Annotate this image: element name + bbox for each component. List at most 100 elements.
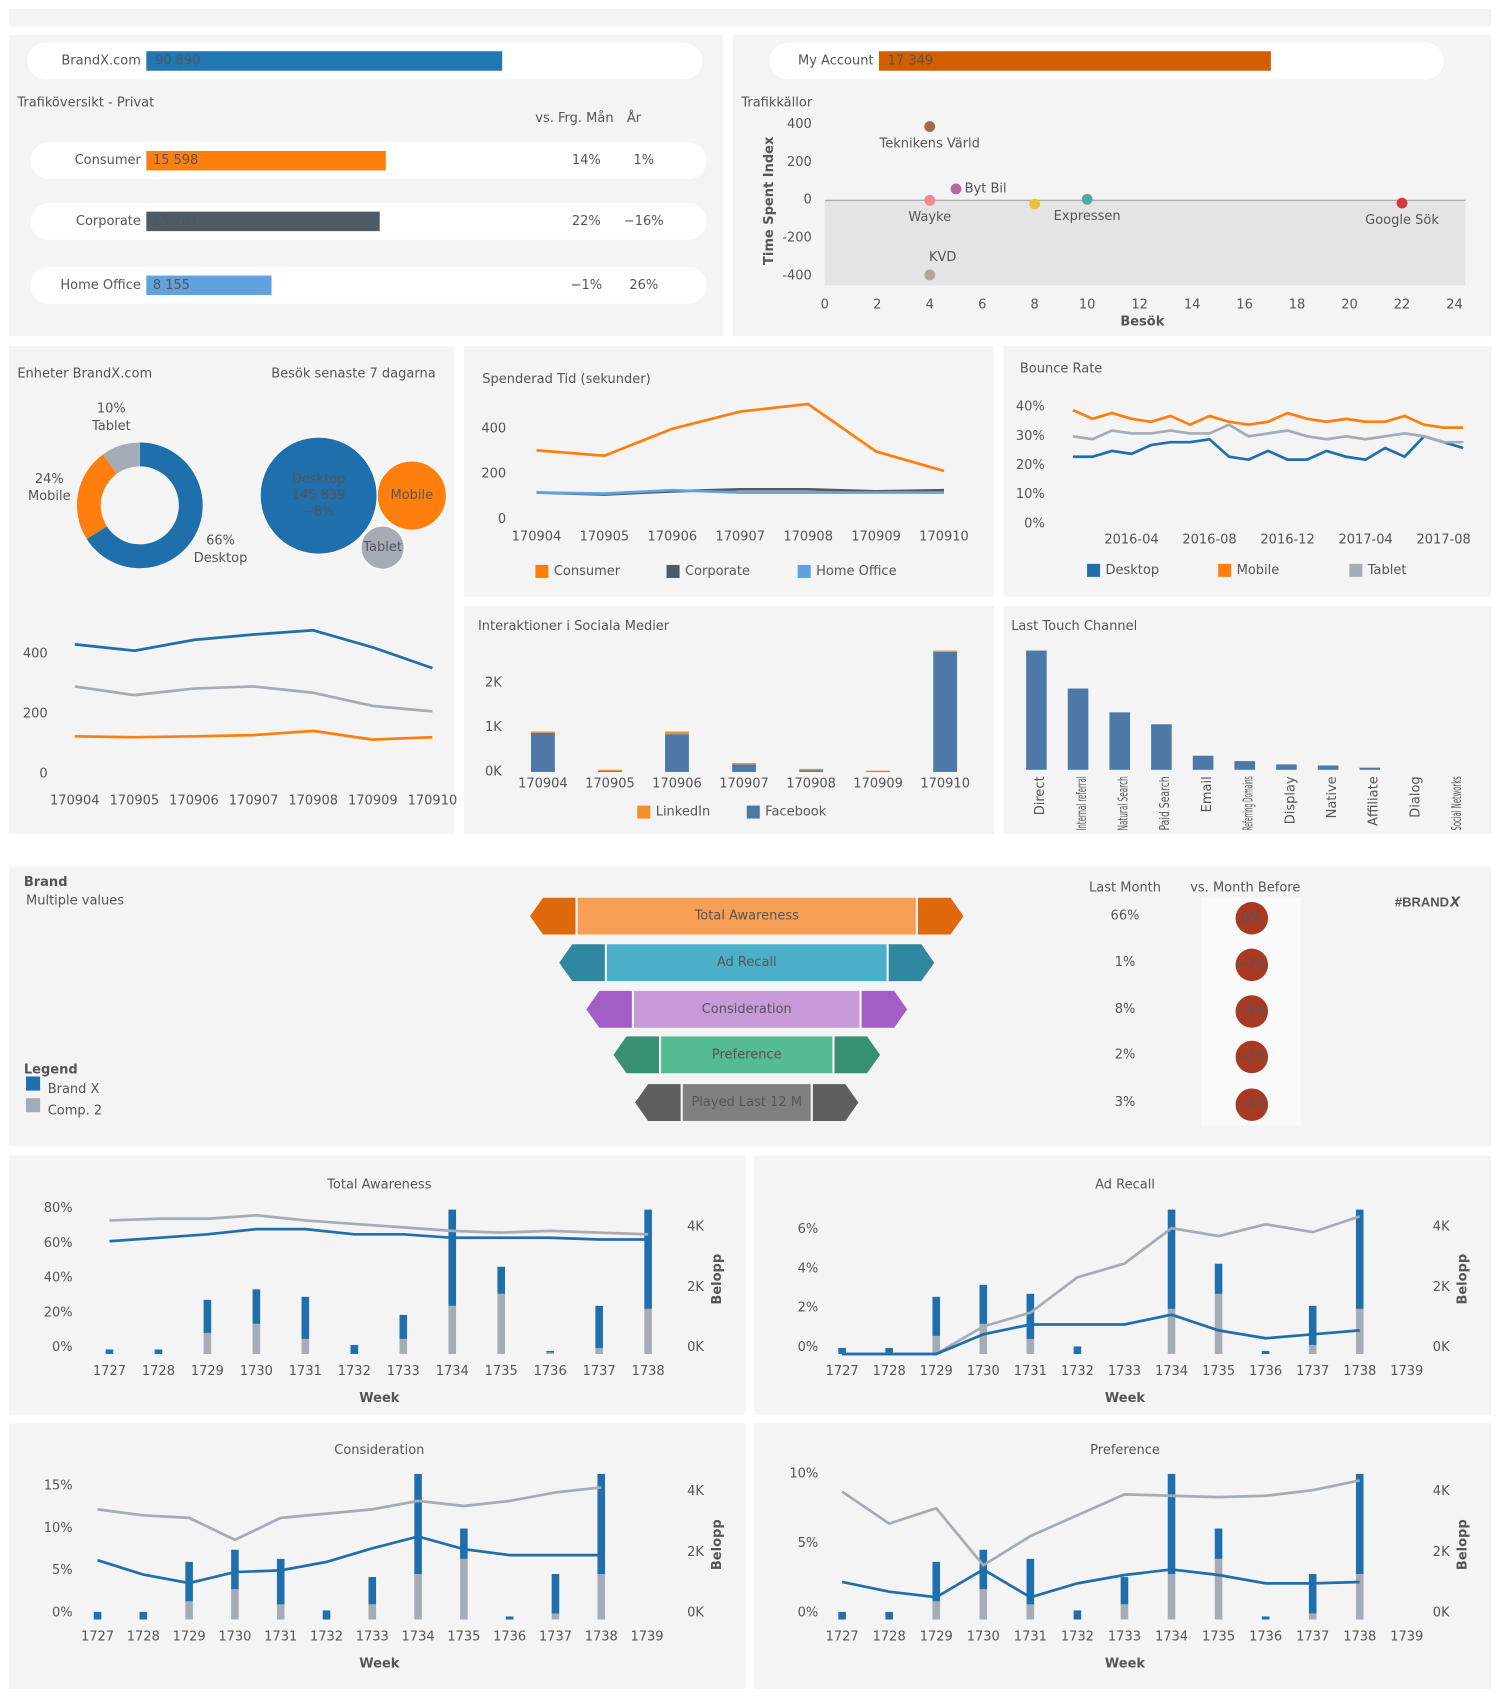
y-tick-label: 0K — [485, 764, 502, 779]
stage-label: Preference — [712, 1047, 782, 1062]
bar-segment — [799, 768, 824, 771]
x-axis-label: Week — [1105, 1656, 1146, 1671]
bar-segment — [185, 1561, 193, 1602]
x-tick-label: 1733 — [1108, 1629, 1141, 1644]
y-tick-label: 1K — [485, 720, 502, 735]
legend-title: Legend — [24, 1063, 78, 1078]
y-tick-label: 6% — [798, 1222, 819, 1237]
slice-label: Mobile — [28, 489, 71, 504]
y-tick-label: 5% — [52, 1563, 73, 1578]
legend-label: Facebook — [765, 805, 827, 820]
x-tick-label: 10 — [1079, 297, 1096, 312]
panel — [8, 1155, 746, 1415]
bar-segment — [1120, 1577, 1129, 1605]
panel — [754, 1423, 1492, 1689]
funnel-stage — [606, 944, 887, 982]
y2-tick-label: 4K — [687, 1220, 704, 1235]
point-label: Wayke — [908, 210, 951, 225]
bar-segment — [185, 1601, 193, 1620]
bar-segment — [1308, 1574, 1317, 1614]
x-tick-label: 1729 — [191, 1364, 224, 1379]
bar-segment — [448, 1305, 457, 1354]
stage-label: Consideration — [702, 1002, 792, 1017]
section-title: Brand — [24, 875, 68, 890]
bar-segment — [932, 1601, 941, 1620]
bar-segment — [932, 1561, 941, 1602]
bar-segment — [979, 1284, 988, 1324]
x-tick-label: 1730 — [240, 1364, 273, 1379]
kpi-bar — [878, 51, 1271, 71]
vs-month: 22% — [572, 214, 601, 229]
bar-segment — [1167, 1473, 1176, 1575]
vs-year: 26% — [629, 278, 658, 293]
bar-segment — [546, 1352, 554, 1354]
line — [842, 1313, 1360, 1356]
x-tick-label: 1736 — [1249, 1629, 1282, 1644]
bar-segment — [665, 731, 689, 735]
x-tick-label: 24 — [1446, 297, 1463, 312]
x-tick-label: Referring Domains — [1242, 776, 1257, 830]
x-axis-label: Week — [359, 1391, 400, 1406]
panel-title: Interaktioner i Sociala Medier — [478, 619, 670, 634]
x-tick-label: 1738 — [1343, 1629, 1376, 1644]
funnel-end — [861, 990, 908, 1028]
y2-axis-label: Belopp — [710, 1519, 725, 1570]
panel-title: Besök senaste 7 dagarna — [271, 367, 435, 382]
y-tick-label: 200 — [481, 467, 506, 482]
x-tick-label: 1732 — [338, 1364, 371, 1379]
bar-segment — [1073, 1610, 1082, 1620]
bar-segment — [932, 1296, 941, 1336]
y-tick-label: 0% — [798, 1606, 819, 1621]
bar-segment — [598, 769, 622, 771]
slice-value: 24% — [35, 472, 64, 487]
bar-segment — [1261, 1350, 1270, 1354]
bar-segment — [1214, 1528, 1223, 1559]
x-tick-label: 1734 — [1155, 1364, 1188, 1379]
change-badge — [1235, 1040, 1269, 1074]
x-tick-label: Display — [1283, 776, 1298, 824]
bar-segment — [551, 1574, 560, 1614]
legend-swatch — [1087, 563, 1101, 577]
bar-segment — [933, 650, 958, 652]
bar-segment — [1308, 1613, 1317, 1620]
funnel-stage — [682, 1084, 811, 1121]
vs-year: 1% — [633, 153, 654, 168]
legend-swatch — [637, 805, 651, 819]
category-label: Home Office — [60, 278, 140, 293]
x-tick-label: 18 — [1289, 297, 1306, 312]
point — [924, 194, 936, 206]
funnel-end — [529, 897, 576, 935]
bar-segment — [933, 651, 958, 772]
bar-segment — [105, 1349, 114, 1354]
funnel-end — [834, 1036, 881, 1074]
bar-segment — [276, 1604, 285, 1620]
legend-swatch — [746, 805, 760, 819]
top-strip — [8, 8, 1492, 27]
x-tick-label: 1737 — [1296, 1364, 1329, 1379]
x-tick-label: 1739 — [1390, 1629, 1423, 1644]
y-tick-label: 200 — [23, 707, 48, 722]
x-tick-label: 1733 — [356, 1629, 389, 1644]
y-tick-label: 400 — [481, 421, 506, 436]
x-tick-label: Email — [1200, 776, 1215, 812]
y2-tick-label: 0K — [1433, 1340, 1450, 1355]
point — [924, 269, 936, 281]
legend-swatch — [26, 1076, 41, 1091]
y2-tick-label: 4K — [687, 1484, 704, 1499]
bar-segment — [231, 1589, 239, 1620]
x-tick-label: 1739 — [1390, 1364, 1423, 1379]
x-tick-label: 2016-08 — [1182, 533, 1236, 548]
bar-segment — [368, 1604, 377, 1620]
bar-segment — [1120, 1604, 1129, 1620]
bar-segment — [644, 1209, 652, 1309]
kpi-label: My Account — [798, 53, 874, 68]
y-tick-label: 5% — [798, 1536, 819, 1551]
y-tick-label: 10% — [789, 1466, 818, 1481]
y-tick-label: 60% — [44, 1236, 73, 1251]
point-label: Byt Bil — [965, 181, 1007, 196]
x-tick-label: 1735 — [1202, 1364, 1235, 1379]
y2-axis-label: Belopp — [710, 1254, 725, 1305]
x-tick-label: Direct — [1033, 776, 1048, 815]
